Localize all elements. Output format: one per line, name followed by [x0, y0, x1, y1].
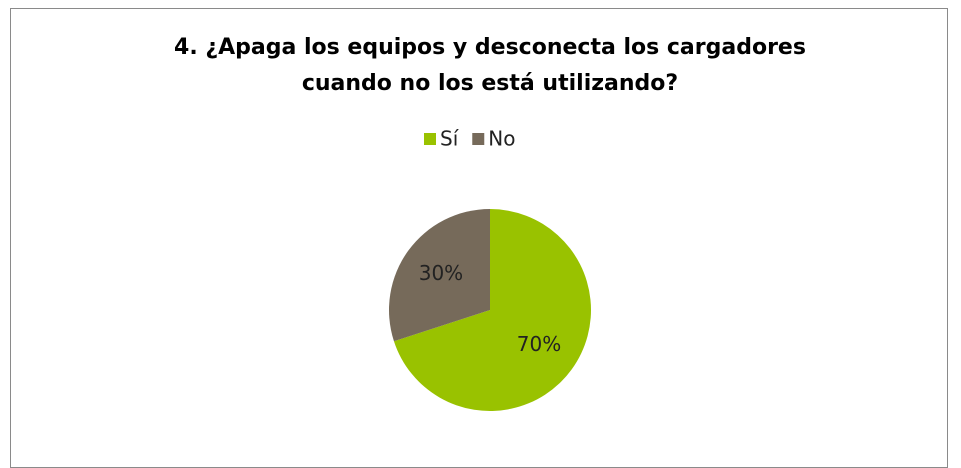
- data-label: 70%: [517, 332, 561, 356]
- legend-swatch: [424, 133, 436, 145]
- chart: 70% 30% Sí No: [388, 127, 591, 411]
- legend-label: Sí: [440, 127, 460, 151]
- legend-label: No: [488, 127, 515, 151]
- data-label: 30%: [419, 261, 463, 285]
- chart-title: 4. ¿Apaga los equipos y desconecta los c…: [174, 35, 806, 96]
- legend-swatch: [472, 133, 485, 145]
- pie-slice: [393, 209, 591, 411]
- pie-slice: [388, 208, 490, 342]
- page: 4. ¿Apaga los equipos y desconecta los c…: [10, 8, 948, 468]
